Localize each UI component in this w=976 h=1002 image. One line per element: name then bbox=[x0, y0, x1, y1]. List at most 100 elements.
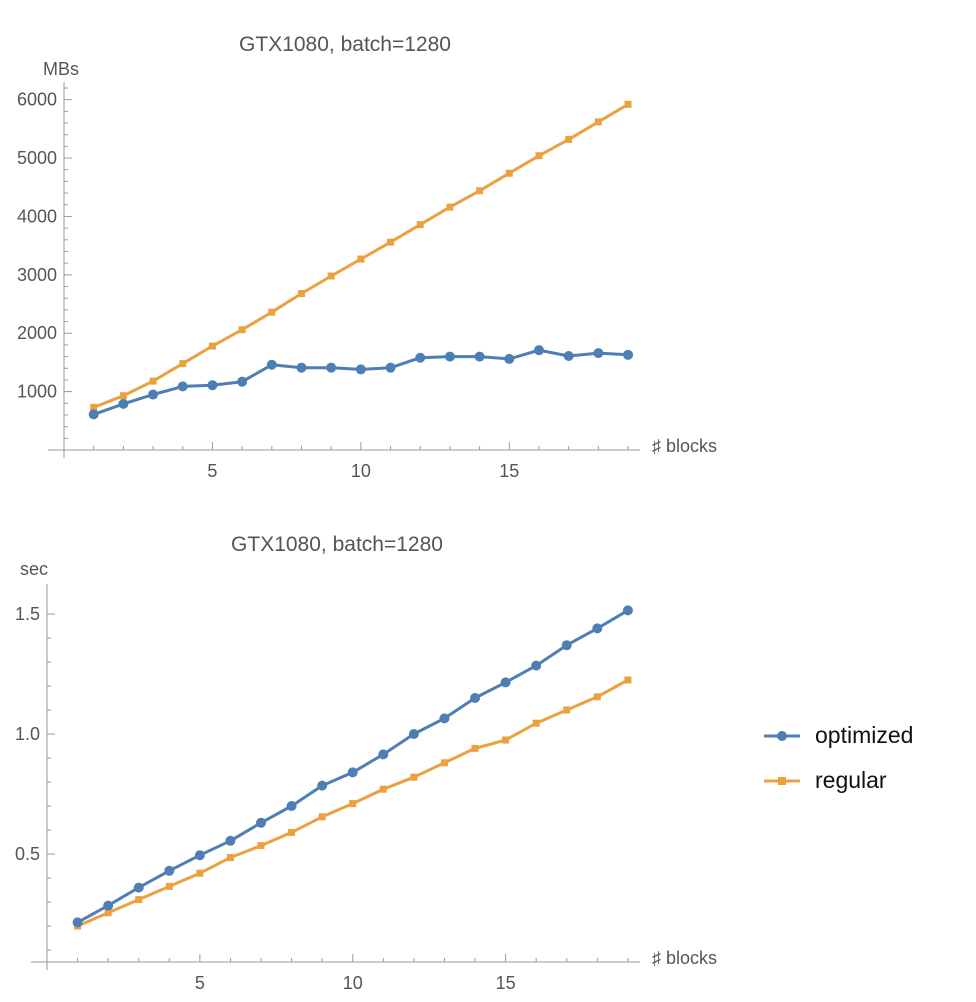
x-axis-label: ♯ blocks bbox=[652, 436, 717, 456]
data-point-regular bbox=[502, 736, 510, 744]
y-tick-label: 4000 bbox=[17, 206, 57, 226]
data-point-optimized bbox=[531, 660, 542, 671]
data-point-regular bbox=[624, 100, 632, 108]
data-point-optimized bbox=[118, 398, 129, 409]
data-point-regular bbox=[416, 221, 424, 229]
axes: 5 10 15 0.5 1.0 1.5 bbox=[15, 584, 640, 993]
data-point-regular bbox=[238, 326, 246, 334]
x-axis-label: ♯ blocks bbox=[652, 948, 717, 968]
data-point-optimized bbox=[207, 380, 218, 391]
data-point-optimized bbox=[286, 801, 297, 811]
chart-title: GTX1080, batch=1280 bbox=[239, 33, 451, 56]
data-point-regular bbox=[257, 842, 265, 850]
data-point-regular bbox=[226, 854, 234, 862]
data-point-regular bbox=[208, 342, 216, 350]
data-point-optimized bbox=[326, 362, 337, 373]
data-point-optimized bbox=[474, 351, 485, 362]
series-line-optimized bbox=[93, 348, 629, 416]
y-tick-label: 1.0 bbox=[15, 724, 40, 744]
data-point-optimized bbox=[148, 389, 159, 400]
data-point-regular bbox=[593, 693, 601, 701]
series-layer bbox=[72, 605, 633, 930]
legend-label-optimized: optimized bbox=[815, 722, 913, 748]
data-point-regular bbox=[387, 238, 395, 246]
data-point-regular bbox=[535, 152, 543, 160]
data-point-regular bbox=[318, 813, 326, 821]
data-point-optimized bbox=[415, 352, 426, 363]
y-axis-label: sec bbox=[20, 559, 48, 579]
x-tick-label: 15 bbox=[499, 461, 519, 481]
x-tick-label: 15 bbox=[496, 973, 516, 993]
data-point-optimized bbox=[237, 376, 248, 387]
data-point-regular bbox=[565, 135, 573, 143]
y-tick-label: 2000 bbox=[17, 323, 57, 343]
x-tick-label: 10 bbox=[351, 461, 371, 481]
y-axis-label: MBs bbox=[43, 59, 79, 79]
data-point-regular bbox=[532, 719, 540, 727]
data-point-optimized bbox=[88, 409, 99, 420]
x-tick-label: 10 bbox=[343, 973, 363, 993]
data-point-optimized bbox=[592, 623, 603, 634]
chart-title: GTX1080, batch=1280 bbox=[231, 533, 443, 556]
data-point-optimized bbox=[563, 350, 574, 361]
x-tick-label: 5 bbox=[195, 973, 205, 993]
legend-item-optimized: optimized bbox=[764, 722, 913, 748]
y-tick-label: 1000 bbox=[17, 382, 57, 402]
data-point-optimized bbox=[623, 349, 634, 360]
data-point-regular bbox=[288, 828, 296, 836]
data-point-regular bbox=[379, 785, 387, 793]
data-point-regular bbox=[196, 869, 204, 877]
data-point-regular bbox=[357, 255, 365, 263]
data-point-optimized bbox=[72, 917, 83, 928]
data-point-optimized bbox=[561, 640, 572, 651]
data-point-regular bbox=[471, 744, 479, 752]
data-point-regular bbox=[440, 759, 448, 767]
data-point-regular bbox=[179, 360, 187, 368]
data-point-regular bbox=[298, 290, 305, 298]
data-point-optimized bbox=[504, 353, 515, 364]
data-point-optimized bbox=[439, 713, 450, 724]
data-point-regular bbox=[90, 403, 98, 411]
legend-marker-optimized bbox=[777, 731, 787, 741]
y-tick-label: 1.5 bbox=[15, 604, 40, 624]
data-point-optimized bbox=[317, 780, 328, 791]
y-tick-label: 5000 bbox=[17, 148, 57, 168]
data-point-optimized bbox=[385, 362, 396, 373]
axes: 5 10 15 1000 2000 3000 4000 5000 6000 bbox=[17, 82, 640, 481]
legend-marker-regular bbox=[778, 777, 786, 785]
x-tick-label: 5 bbox=[207, 461, 217, 481]
data-point-optimized bbox=[355, 364, 366, 375]
data-point-optimized bbox=[133, 882, 144, 893]
data-point-regular bbox=[135, 896, 143, 904]
data-point-regular bbox=[410, 773, 418, 781]
data-point-optimized bbox=[347, 767, 358, 778]
data-point-regular bbox=[104, 909, 112, 917]
data-point-regular bbox=[349, 800, 357, 808]
data-point-regular bbox=[268, 308, 276, 316]
data-point-optimized bbox=[225, 835, 236, 846]
sec-chart: GTX1080, batch=1280 sec ♯ blocks 5 10 15 0.… bbox=[15, 533, 717, 993]
data-point-optimized bbox=[622, 605, 633, 616]
data-point-optimized bbox=[470, 693, 481, 703]
data-point-optimized bbox=[177, 381, 188, 392]
data-point-optimized bbox=[593, 348, 604, 359]
data-point-optimized bbox=[266, 359, 277, 370]
y-tick-label: 0.5 bbox=[15, 844, 40, 864]
data-point-regular bbox=[327, 272, 335, 280]
data-point-regular bbox=[505, 169, 513, 177]
legend: optimized regular bbox=[764, 722, 913, 793]
data-point-optimized bbox=[296, 362, 307, 373]
data-point-optimized bbox=[444, 351, 455, 362]
data-point-regular bbox=[165, 882, 173, 890]
data-point-optimized bbox=[103, 900, 114, 911]
mbs-chart: GTX1080, batch=1280 MBs ♯ blocks 5 10 15 10… bbox=[17, 33, 717, 481]
legend-label-regular: regular bbox=[815, 767, 887, 793]
data-point-optimized bbox=[500, 677, 511, 688]
data-point-optimized bbox=[408, 729, 419, 739]
series-line-optimized bbox=[76, 609, 629, 924]
series-layer bbox=[88, 100, 634, 420]
data-point-regular bbox=[476, 187, 484, 195]
data-point-regular bbox=[446, 203, 454, 211]
data-point-regular bbox=[563, 706, 571, 714]
